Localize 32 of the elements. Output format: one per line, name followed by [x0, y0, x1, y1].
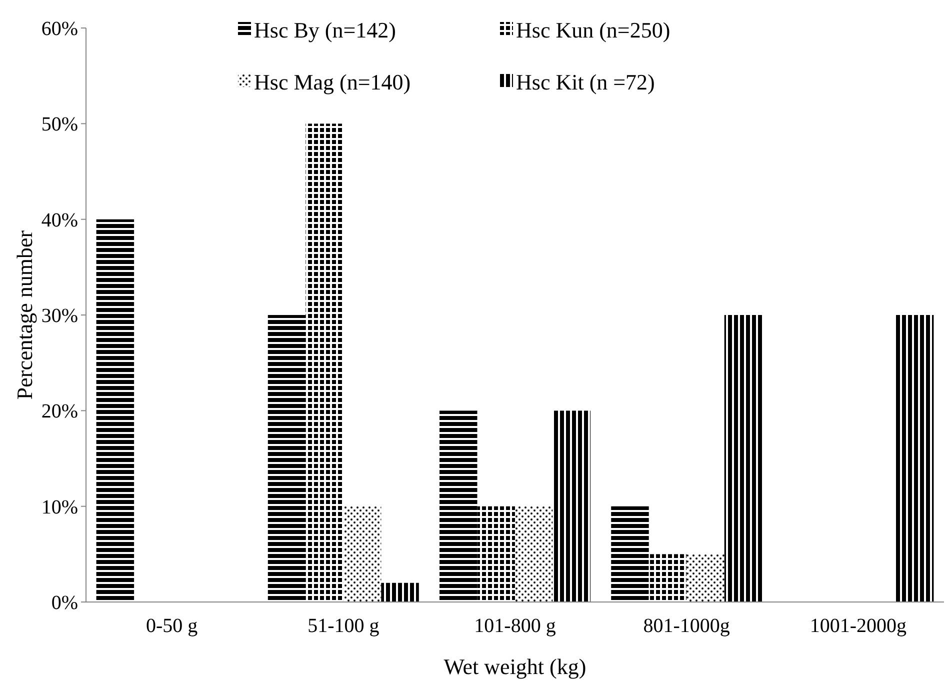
y-tick-label: 30% — [41, 305, 78, 327]
bar — [896, 315, 934, 602]
bar — [611, 506, 649, 602]
x-tick-label: 51-100 g — [308, 615, 380, 637]
legend-label: Hsc Kit (n =72) — [516, 70, 655, 95]
bar — [477, 506, 515, 602]
bar — [686, 554, 724, 602]
y-tick-label: 0% — [51, 592, 78, 614]
bar — [381, 582, 419, 602]
bar — [306, 124, 344, 602]
x-tick-label: 801-1000g — [643, 615, 730, 637]
bar — [343, 506, 382, 602]
x-tick-label: 101-800 g — [474, 615, 556, 637]
legend-label: Hsc By (n=142) — [254, 18, 396, 43]
bar — [724, 315, 762, 602]
bar — [268, 315, 306, 602]
bar — [96, 219, 134, 602]
y-tick-label: 40% — [41, 209, 78, 232]
legend-label: Hsc Kun (n=250) — [516, 18, 670, 43]
bar — [552, 410, 591, 602]
y-tick-label: 60% — [41, 18, 78, 40]
y-tick-label: 10% — [41, 496, 78, 518]
x-axis-title: Wet weight (kg) — [444, 654, 586, 679]
bar — [439, 410, 478, 602]
x-tick-label: 1001-2000g — [810, 615, 907, 637]
bar — [648, 554, 687, 602]
y-tick-label: 20% — [41, 400, 78, 423]
legend-label: Hsc Mag (n=140) — [254, 70, 411, 95]
y-tick-label: 50% — [41, 114, 78, 136]
bar — [515, 506, 553, 602]
x-tick-label: 0-50 g — [146, 615, 198, 637]
y-axis-title: Percentage number — [12, 230, 37, 400]
